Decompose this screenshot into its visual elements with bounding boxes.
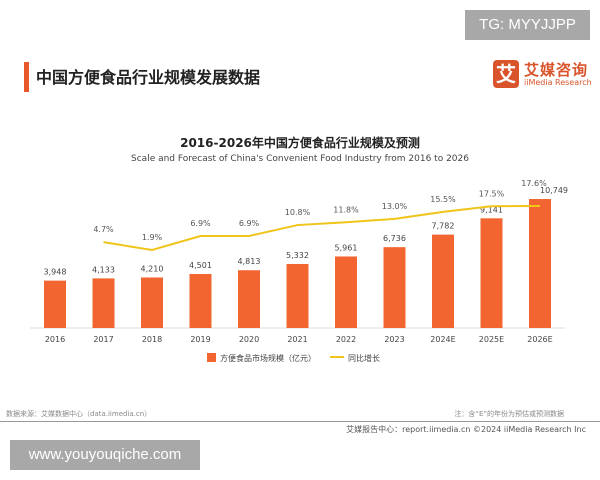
bar	[335, 256, 357, 328]
logo-en: iiMedia Research	[524, 78, 592, 87]
bar-label: 4,501	[189, 261, 212, 270]
x-tick-label: 2016	[45, 335, 65, 344]
line-label: 4.7%	[93, 225, 114, 234]
bar-label: 9,141	[480, 205, 503, 214]
x-tick-label: 2021	[287, 335, 307, 344]
bar	[529, 199, 551, 328]
chart: 3,948 2016 4,133 2017 4,210 2018 4,501 2019 4,81…	[30, 179, 568, 363]
bar	[44, 280, 66, 328]
footer-divider	[0, 421, 600, 422]
x-tick-label: 2022	[336, 335, 356, 344]
header-accent-bar	[24, 62, 29, 92]
watermark-tg: TG: MYYJJPP	[465, 10, 590, 40]
bar	[480, 218, 503, 328]
x-tick-label: 2023	[384, 335, 404, 344]
bar-label: 4,133	[92, 265, 115, 274]
chart-title: 2016-2026年中国方便食品行业规模及预测	[180, 136, 420, 150]
bar	[238, 270, 260, 328]
bar-label: 3,948	[44, 268, 67, 277]
growth-line	[103, 205, 541, 252]
footnote: 注：含“E”的年份为预估或预测数据	[454, 410, 564, 418]
bar-label: 7,782	[432, 222, 455, 231]
bar-label: 6,736	[383, 234, 406, 243]
bar	[383, 247, 406, 328]
line-label: 10.8%	[285, 208, 311, 217]
line-label: 15.5%	[430, 195, 456, 204]
x-tick-label: 2018	[142, 335, 162, 344]
line-label: 17.5%	[479, 189, 505, 198]
bar	[432, 234, 454, 328]
bar-label: 4,813	[238, 257, 261, 266]
footer-credit: 艾媒报告中心：report.iimedia.cn ©2024 iiMedia R…	[346, 425, 586, 434]
page-title: 中国方便食品行业规模发展数据	[36, 68, 261, 87]
legend-bar-label: 方便食品市场规模（亿元）	[220, 353, 316, 363]
bar-label: 4,210	[141, 264, 164, 273]
line-label: 11.8%	[333, 205, 359, 214]
line-label: 13.0%	[382, 202, 408, 211]
bar-label: 5,332	[286, 251, 309, 260]
bar	[286, 264, 309, 328]
x-tick-label: 2025E	[479, 335, 504, 344]
x-tick-label: 2026E	[527, 335, 552, 344]
x-tick-label: 2017	[93, 335, 113, 344]
line-label: 1.9%	[142, 233, 163, 242]
data-source: 数据来源：艾媒数据中心（data.iimedia.cn）	[6, 410, 152, 418]
legend-line-label: 同比增长	[348, 353, 380, 363]
x-tick-label: 2024E	[430, 335, 455, 344]
bar-label: 10,749	[540, 186, 568, 195]
line-label: 6.9%	[190, 219, 211, 228]
x-tick-label: 2020	[239, 335, 259, 344]
bar	[189, 273, 212, 328]
bar	[141, 277, 163, 328]
chart-subtitle: Scale and Forecast of China's Convenient…	[131, 154, 469, 164]
line-label: 6.9%	[239, 219, 260, 228]
bar	[92, 278, 115, 328]
bar-label: 5,961	[335, 243, 358, 252]
watermark-url: www.youyouqiche.com	[10, 440, 200, 470]
logo-mark: 艾	[493, 60, 519, 88]
logo-cn: 艾媒咨询	[524, 61, 589, 79]
line-label: 17.6%	[521, 179, 547, 188]
legend-bar-swatch	[207, 353, 216, 362]
x-tick-label: 2019	[190, 335, 210, 344]
